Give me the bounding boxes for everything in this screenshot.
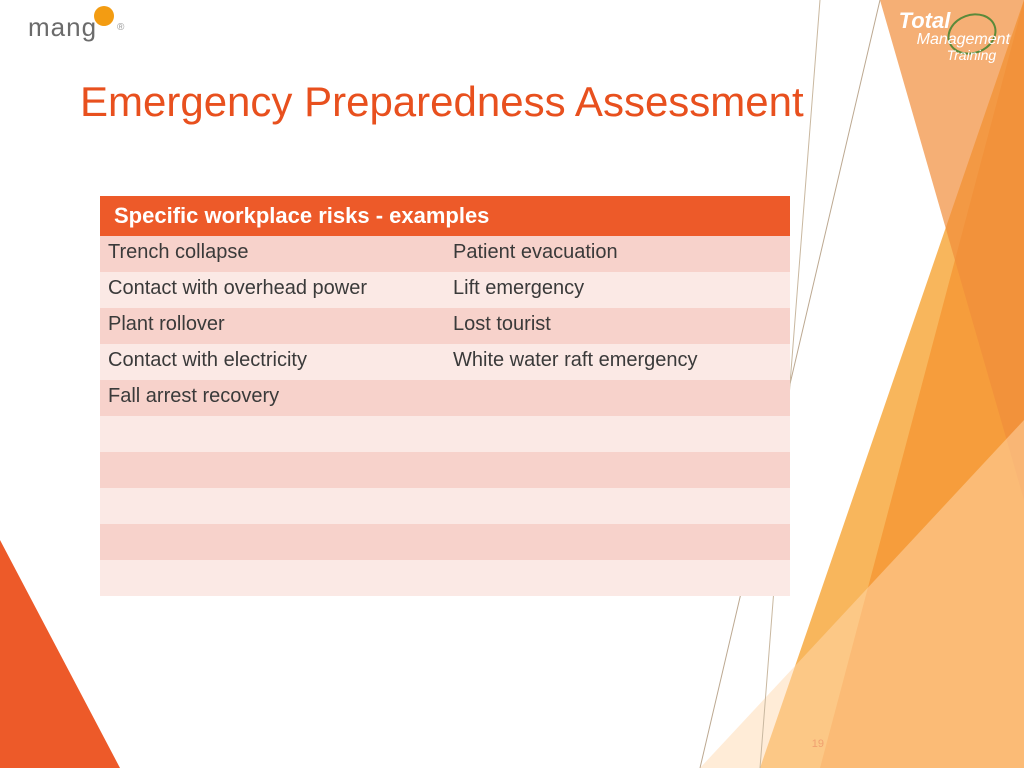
table-row bbox=[100, 416, 790, 452]
total-management-logo: Total Management Training bbox=[899, 10, 1010, 62]
table-cell: Lost tourist bbox=[445, 308, 790, 344]
table-cell bbox=[100, 416, 445, 452]
table-cell bbox=[445, 380, 790, 416]
table-row bbox=[100, 488, 790, 524]
table-cell: Plant rollover bbox=[100, 308, 445, 344]
table-row: Plant rolloverLost tourist bbox=[100, 308, 790, 344]
table-cell: Contact with electricity bbox=[100, 344, 445, 380]
table-cell bbox=[100, 560, 445, 596]
table-cell: White water raft emergency bbox=[445, 344, 790, 380]
table-row bbox=[100, 560, 790, 596]
table-row: Contact with overhead powerLift emergenc… bbox=[100, 272, 790, 308]
mango-logo: mang® bbox=[28, 12, 124, 43]
page-number: 19 bbox=[812, 738, 824, 750]
table-cell bbox=[100, 452, 445, 488]
table-cell: Patient evacuation bbox=[445, 236, 790, 272]
table-cell bbox=[445, 452, 790, 488]
table-row: Fall arrest recovery bbox=[100, 380, 790, 416]
logo-dot-icon bbox=[94, 6, 114, 26]
table-row bbox=[100, 524, 790, 560]
table-cell: Contact with overhead power bbox=[100, 272, 445, 308]
table-cell bbox=[445, 416, 790, 452]
table-cell: Trench collapse bbox=[100, 236, 445, 272]
table-cell: Lift emergency bbox=[445, 272, 790, 308]
table-row: Trench collapsePatient evacuation bbox=[100, 236, 790, 272]
table-row bbox=[100, 452, 790, 488]
table-row: Contact with electricityWhite water raft… bbox=[100, 344, 790, 380]
slide-title: Emergency Preparedness Assessment bbox=[80, 78, 804, 126]
table-cell bbox=[445, 488, 790, 524]
table-cell bbox=[100, 488, 445, 524]
table-cell: Fall arrest recovery bbox=[100, 380, 445, 416]
risks-table: Specific workplace risks - examples Tren… bbox=[100, 196, 790, 596]
table-body: Trench collapsePatient evacuationContact… bbox=[100, 236, 790, 596]
table-cell bbox=[445, 560, 790, 596]
table-cell bbox=[445, 524, 790, 560]
table-cell bbox=[100, 524, 445, 560]
table-header: Specific workplace risks - examples bbox=[100, 196, 790, 236]
